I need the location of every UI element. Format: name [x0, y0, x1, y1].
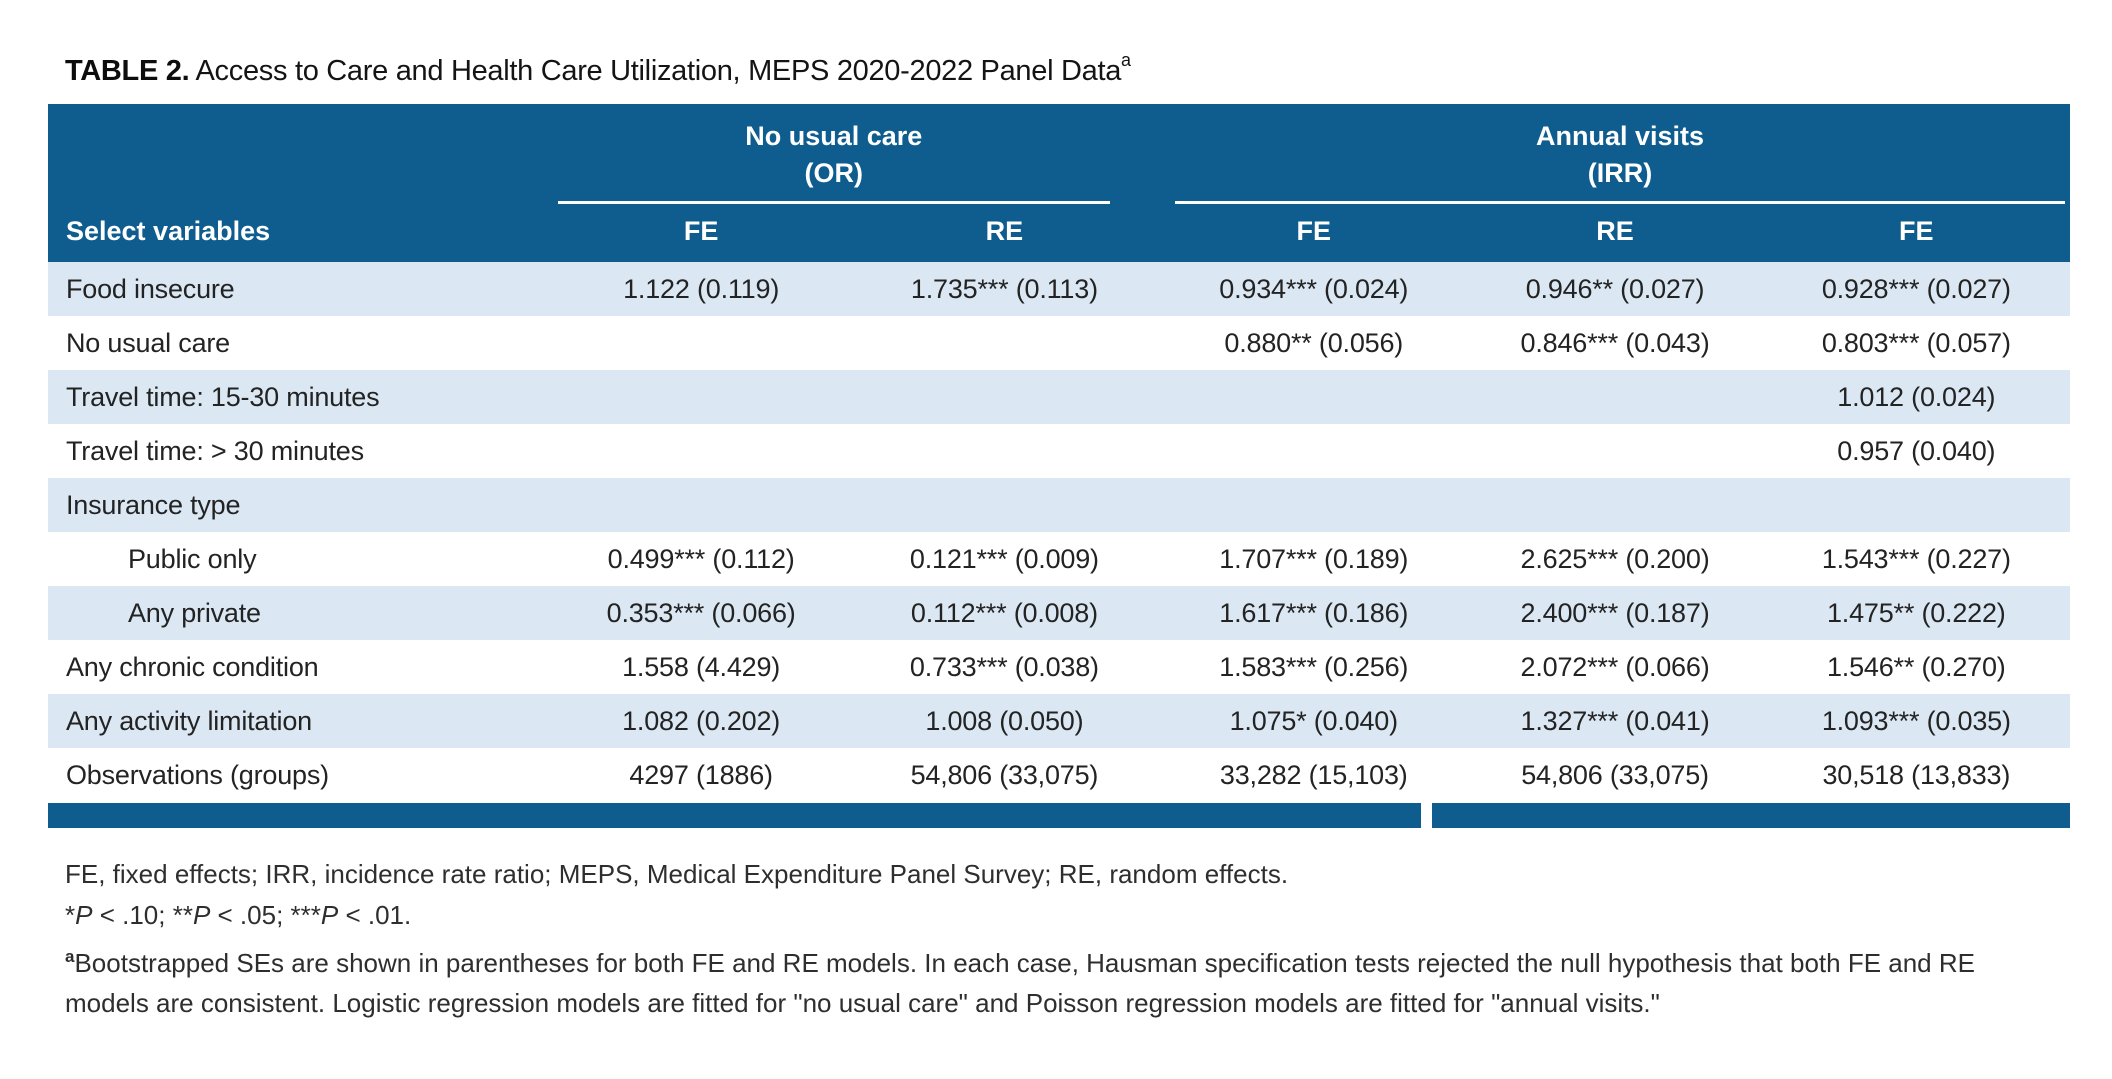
table-row: No usual care 0.880** (0.056) 0.846*** (…	[48, 316, 2070, 370]
column-header-re-2: RE	[1596, 216, 1634, 246]
row-label: Travel time: > 30 minutes	[66, 435, 364, 466]
footnote-a-text: Bootstrapped SEs are shown in parenthese…	[65, 948, 1975, 1018]
table-cell: 1.012 (0.024)	[1837, 381, 1996, 412]
table-row: Insurance type	[48, 478, 2070, 532]
table-cell: 1.558 (4.429)	[622, 651, 781, 682]
table-cell: 1.475** (0.222)	[1826, 597, 2006, 628]
table-cell: 1.075* (0.040)	[1229, 705, 1399, 736]
data-table: No usual care (OR) Annual visits (IRR) S…	[48, 104, 2070, 828]
table-cell: 0.803*** (0.057)	[1821, 327, 2011, 358]
table-row: Any chronic condition 1.558 (4.429) 0.73…	[48, 640, 2070, 694]
table-row: Any activity limitation 1.082 (0.202) 1.…	[48, 694, 2070, 748]
column-header-fe-1: FE	[683, 216, 719, 246]
table-bottom-rule	[48, 803, 2070, 828]
table-cell: 0.880** (0.056)	[1224, 327, 1404, 358]
table-cell: 2.400*** (0.187)	[1520, 597, 1710, 628]
table-cell: 1.093*** (0.035)	[1821, 705, 2011, 736]
group-title: Annual visits	[1536, 121, 1705, 151]
table-cell: 1.583*** (0.256)	[1219, 651, 1409, 682]
column-header-row: Select variables FE RE FE RE FE	[48, 204, 2070, 262]
column-header-re-1: RE	[985, 216, 1024, 246]
table-cell: 0.733*** (0.038)	[909, 651, 1099, 682]
bottom-rule-segment	[1431, 803, 2070, 828]
table-row: Travel time: > 30 minutes 0.957 (0.040)	[48, 424, 2070, 478]
group-subtitle: (IRR)	[1587, 158, 1653, 188]
table-cell: 0.946** (0.027)	[1525, 273, 1705, 304]
table-row: Observations (groups) 4297 (1886) 54,806…	[48, 748, 2070, 802]
table-cell: 1.617*** (0.186)	[1219, 597, 1409, 628]
table-cell: 2.072*** (0.066)	[1520, 651, 1710, 682]
table-cell: 0.499*** (0.112)	[607, 543, 795, 574]
footnote-a-marker: a	[65, 947, 75, 966]
row-label: Public only	[128, 543, 257, 574]
bottom-rule-segment	[48, 803, 1421, 828]
row-label: Insurance type	[66, 489, 241, 520]
table-cell: 54,806 (33,075)	[910, 759, 1099, 790]
table-cell: 1.008 (0.050)	[925, 705, 1084, 736]
table-row: Any private 0.353*** (0.066) 0.112*** (0…	[48, 586, 2070, 640]
row-label: Travel time: 15-30 minutes	[66, 381, 380, 412]
row-label: Any chronic condition	[66, 651, 319, 682]
table-cell: 2.625*** (0.200)	[1520, 543, 1710, 574]
table-row: Travel time: 15-30 minutes 1.012 (0.024)	[48, 370, 2070, 424]
table-title: TABLE 2. Access to Care and Health Care …	[65, 50, 2070, 88]
row-label: Any activity limitation	[66, 705, 312, 736]
row-label: Observations (groups)	[66, 759, 329, 790]
column-header-select-variables: Select variables	[66, 216, 271, 246]
table-cell: 0.121*** (0.009)	[909, 543, 1099, 574]
table-cell: 33,282 (15,103)	[1219, 759, 1408, 790]
table-cell: 30,518 (13,833)	[1822, 759, 2011, 790]
table-cell: 1.082 (0.202)	[622, 705, 781, 736]
table-cell: 1.327*** (0.041)	[1520, 705, 1710, 736]
column-header-fe-3: FE	[1899, 216, 1934, 246]
table-body: Food insecure 1.122 (0.119) 1.735*** (0.…	[48, 262, 2070, 802]
table-cell: 0.112*** (0.008)	[910, 597, 1098, 628]
bottom-rule-gap	[1420, 803, 1432, 828]
row-label: Food insecure	[66, 273, 235, 304]
page: TABLE 2. Access to Care and Health Care …	[0, 50, 2112, 1023]
group-header-no-usual-care: No usual care (OR)	[554, 118, 1161, 204]
group-subtitle: (OR)	[804, 158, 864, 188]
table-cell: 0.957 (0.040)	[1837, 435, 1996, 466]
table-cell: 54,806 (33,075)	[1521, 759, 1709, 790]
table-row: Food insecure 1.122 (0.119) 1.735*** (0.…	[48, 262, 2070, 316]
row-label: No usual care	[66, 327, 230, 358]
table-cell: 1.735*** (0.113)	[910, 273, 1098, 304]
table-cell: 0.846*** (0.043)	[1520, 327, 1710, 358]
table-cell: 1.546** (0.270)	[1826, 651, 2006, 682]
column-header-fe-2: FE	[1296, 216, 1331, 246]
table-cell: 0.928*** (0.027)	[1821, 273, 2011, 304]
group-header-row: No usual care (OR) Annual visits (IRR)	[48, 104, 2070, 204]
group-header-spacer	[48, 118, 554, 204]
table-cell: 1.707*** (0.189)	[1219, 543, 1409, 574]
table-title-footnote-marker: a	[1121, 50, 1131, 70]
group-header-annual-visits: Annual visits (IRR)	[1160, 118, 2070, 204]
table-cell: 0.934*** (0.024)	[1219, 273, 1409, 304]
table-cell: 1.543*** (0.227)	[1821, 543, 2011, 574]
table-cell: 4297 (1886)	[629, 759, 773, 790]
footnote-a: aBootstrapped SEs are shown in parenthes…	[65, 937, 2028, 1023]
footnote-significance: *P < .10; **P < .05; ***P < .01.	[65, 900, 412, 930]
table-cell: 1.122 (0.119)	[623, 273, 780, 304]
row-label: Any private	[128, 597, 261, 628]
table-cell: 0.353*** (0.066)	[606, 597, 796, 628]
table-row: Public only 0.499*** (0.112) 0.121*** (0…	[48, 532, 2070, 586]
table-title-text: Access to Care and Health Care Utilizati…	[189, 55, 1122, 87]
group-title: No usual care	[745, 121, 923, 151]
table-number: TABLE 2.	[65, 55, 190, 87]
footnotes: FE, fixed effects; IRR, incidence rate r…	[65, 854, 2028, 1023]
footnote-abbreviations: FE, fixed effects; IRR, incidence rate r…	[65, 859, 1289, 889]
table-header: No usual care (OR) Annual visits (IRR) S…	[48, 104, 2070, 262]
